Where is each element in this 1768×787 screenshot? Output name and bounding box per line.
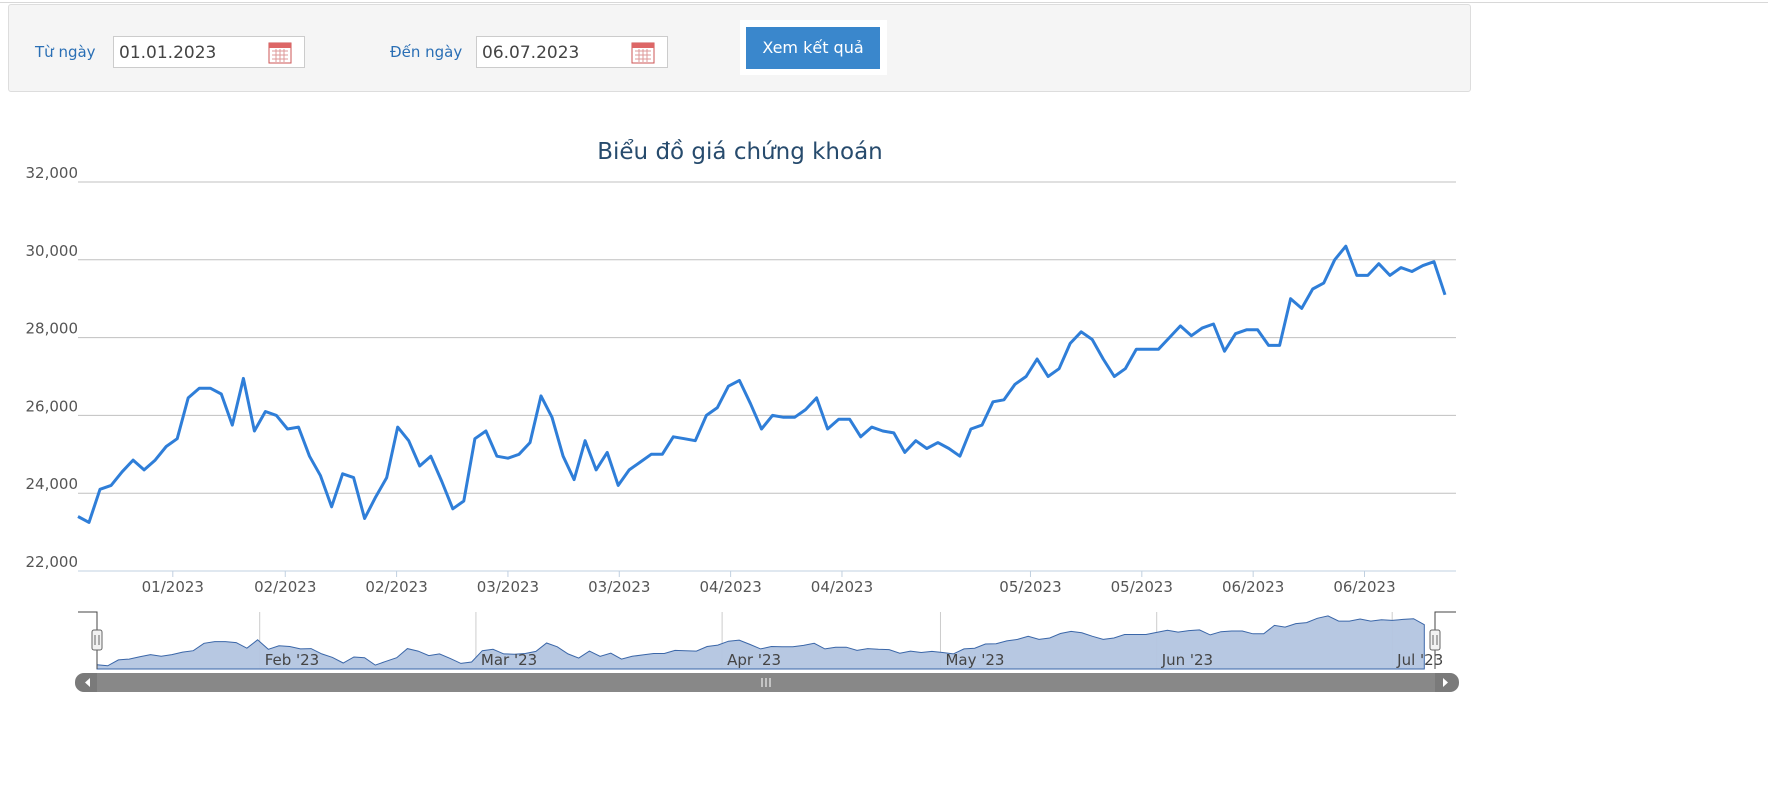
from-label: Từ ngày xyxy=(35,43,96,61)
x-tick-label: 06/2023 xyxy=(1222,578,1284,596)
x-tick-label: 03/2023 xyxy=(588,578,650,596)
from-value: 01.01.2023 xyxy=(119,43,217,63)
y-tick-label: 26,000 xyxy=(26,397,79,415)
navigator-label: Mar '23 xyxy=(481,651,537,669)
scroll-left-arrow xyxy=(85,678,90,687)
from-input[interactable]: 01.01.2023 xyxy=(113,36,305,68)
chart-title: Biểu đồ giá chứng khoán xyxy=(597,139,883,165)
price-line xyxy=(77,244,1447,524)
navigator-area xyxy=(96,615,1425,670)
y-tick-label: 32,000 xyxy=(26,164,79,182)
calendar-icon[interactable] xyxy=(631,42,655,64)
calendar-icon[interactable] xyxy=(268,42,292,64)
navigator-handle[interactable] xyxy=(91,629,103,651)
navigator-label: Apr '23 xyxy=(727,651,781,669)
y-tick-label: 30,000 xyxy=(26,242,79,260)
x-tick-label: 02/2023 xyxy=(365,578,427,596)
navigator-handle[interactable] xyxy=(1429,629,1441,651)
handle-grip xyxy=(94,635,100,645)
navigator-label: Jul '23 xyxy=(1396,651,1443,669)
x-tick-label: 04/2023 xyxy=(811,578,873,596)
x-tick-label: 01/2023 xyxy=(142,578,204,596)
scroll-right-arrow xyxy=(1443,678,1448,687)
button-frame: Xem kết quả xyxy=(740,20,887,75)
y-tick-label: 24,000 xyxy=(26,475,79,493)
to-label: Đến ngày xyxy=(390,43,463,61)
x-tick-label: 02/2023 xyxy=(254,578,316,596)
x-tick-label: 05/2023 xyxy=(1111,578,1173,596)
x-tick-label: 04/2023 xyxy=(699,578,761,596)
top-border xyxy=(0,2,1768,3)
submit-button[interactable]: Xem kết quả xyxy=(746,27,880,69)
scroll-grip xyxy=(761,678,771,687)
handle-grip xyxy=(1432,635,1438,645)
navigator-label: Jun '23 xyxy=(1161,651,1213,669)
x-tick-label: 05/2023 xyxy=(999,578,1061,596)
navigator-label: Feb '23 xyxy=(265,651,320,669)
x-tick-label: 03/2023 xyxy=(477,578,539,596)
y-tick-label: 28,000 xyxy=(26,320,79,338)
x-tick-label: 06/2023 xyxy=(1333,578,1395,596)
to-input[interactable]: 06.07.2023 xyxy=(476,36,668,68)
navigator-label: May '23 xyxy=(945,651,1004,669)
filter-panel: Từ ngày 01.01.2023 Đến ngày 06.07.2023 xyxy=(8,4,1471,92)
y-tick-label: 22,000 xyxy=(26,553,79,571)
to-value: 06.07.2023 xyxy=(482,43,580,63)
